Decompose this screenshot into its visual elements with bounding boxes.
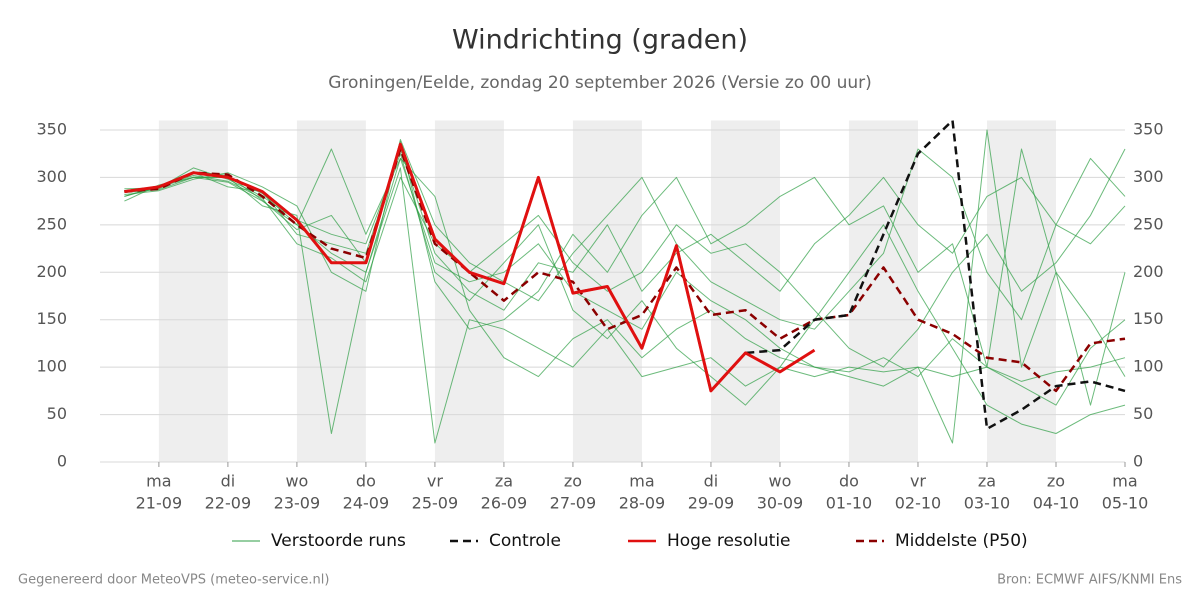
legend-label: Middelste (P50) [895, 531, 1028, 551]
x-tick-label: 30-09 [757, 494, 804, 513]
footer-right: Bron: ECMWF AIFS/KNMI Ens [997, 573, 1182, 588]
y2-tick-label: 200 [1133, 262, 1164, 281]
ensemble-line [124, 139, 1126, 330]
day-shade [710, 120, 780, 462]
x-tick-label: 28-09 [619, 494, 666, 513]
x-tick-label: 26-09 [481, 494, 528, 513]
x-tick-label: za [978, 472, 996, 491]
y2-tick-label: 300 [1133, 167, 1164, 186]
x-tick-label: za [495, 472, 513, 491]
y-tick-label: 300 [36, 167, 67, 186]
footer-left: Gegenereerd door MeteoVPS (meteo-service… [18, 573, 329, 588]
x-tick-label: ma [629, 472, 654, 491]
ensemble-line [124, 140, 1126, 406]
x-tick-label: 24-09 [343, 494, 390, 513]
y2-tick-label: 150 [1133, 309, 1164, 328]
y-tick-label: 50 [47, 404, 67, 423]
x-tick-label: vr [427, 472, 443, 491]
x-tick-label: ma [1112, 472, 1137, 491]
x-tick-label: di [704, 472, 719, 491]
x-tick-label: 03-10 [964, 494, 1011, 513]
y2-tick-label: 50 [1133, 404, 1153, 423]
x-tick-label: ma [146, 472, 171, 491]
y-tick-label: 200 [36, 262, 67, 281]
ensemble-line [124, 148, 1126, 311]
x-tick-label: zo [1047, 472, 1065, 491]
y-tick-label: 350 [36, 119, 67, 138]
x-tick-label: wo [769, 472, 792, 491]
y-tick-label: 0 [57, 452, 67, 471]
x-tick-label: do [356, 472, 376, 491]
plot-area [124, 120, 1126, 444]
x-tick-label: wo [285, 472, 308, 491]
y2-tick-label: 100 [1133, 357, 1164, 376]
y-tick-label: 150 [36, 309, 67, 328]
y2-tick-label: 250 [1133, 214, 1164, 233]
y2-tick-label: 350 [1133, 119, 1164, 138]
x-tick-label: di [221, 472, 236, 491]
x-tick-label: 29-09 [688, 494, 735, 513]
x-tick-label: 05-10 [1102, 494, 1149, 513]
chart-subtitle: Groningen/Eelde, zondag 20 september 202… [328, 73, 872, 93]
x-tick-label: 25-09 [412, 494, 459, 513]
x-tick-label: 21-09 [136, 494, 183, 513]
y2-tick-label: 0 [1133, 452, 1143, 471]
x-tick-label: 27-09 [550, 494, 597, 513]
day-shade [848, 120, 918, 462]
x-tick-label: 22-09 [205, 494, 252, 513]
x-tick-label: 02-10 [895, 494, 942, 513]
x-tick-label: 04-10 [1033, 494, 1080, 513]
x-tick-label: 23-09 [274, 494, 321, 513]
x-tick-label: do [839, 472, 859, 491]
series-line [124, 142, 816, 393]
chart-title: Windrichting (graden) [452, 25, 748, 56]
day-shade [296, 120, 366, 462]
x-tick-label: vr [910, 472, 926, 491]
legend-label: Hoge resolutie [667, 531, 791, 551]
legend-label: Controle [489, 531, 561, 551]
x-tick-label: zo [564, 472, 582, 491]
x-tick-label: 01-10 [826, 494, 873, 513]
y-tick-label: 250 [36, 214, 67, 233]
y-tick-label: 100 [36, 357, 67, 376]
legend-label: Verstoorde runs [271, 531, 406, 551]
series-line [124, 147, 1126, 393]
